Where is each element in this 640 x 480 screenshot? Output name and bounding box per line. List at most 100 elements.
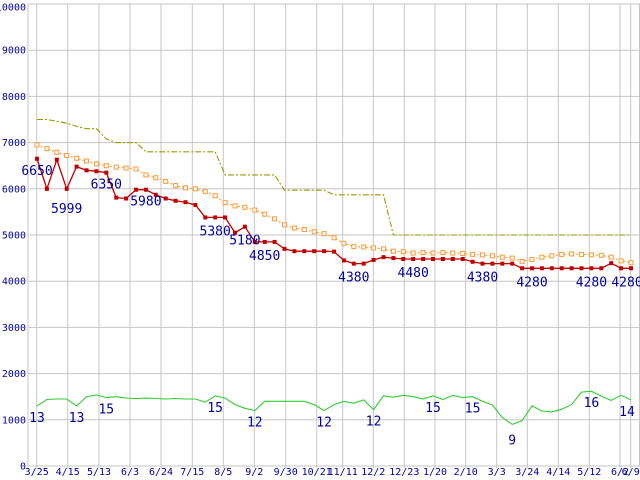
- data-point-marker: [510, 261, 515, 266]
- data-point-label: 15: [207, 401, 223, 416]
- data-point-marker: [588, 252, 594, 258]
- data-point-label: 15: [425, 401, 441, 416]
- data-point-marker: [54, 157, 59, 162]
- data-point-marker: [361, 261, 366, 266]
- data-point-marker: [401, 257, 406, 262]
- x-axis-tick-label: 2/10: [454, 467, 478, 478]
- data-point-marker: [351, 261, 356, 266]
- data-point-marker: [64, 153, 70, 159]
- y-axis-tick-label: 3000: [2, 323, 26, 334]
- x-axis-tick-label: 8/5: [214, 467, 232, 478]
- data-point-marker: [569, 251, 575, 257]
- data-point-label: 5380: [200, 224, 231, 239]
- data-point-marker: [252, 239, 257, 244]
- data-point-marker: [222, 200, 228, 206]
- data-point-marker: [123, 165, 129, 171]
- data-point-marker: [213, 215, 218, 220]
- data-point-marker: [520, 266, 525, 271]
- data-point-marker: [549, 266, 554, 271]
- data-point-marker: [361, 244, 367, 250]
- data-point-marker: [371, 245, 377, 251]
- y-axis-tick-label: 1000: [2, 415, 26, 426]
- data-point-marker: [64, 186, 69, 191]
- data-point-marker: [252, 207, 258, 213]
- shop-count-line: [36, 390, 632, 426]
- data-point-marker: [341, 240, 347, 246]
- x-axis-tick-label: 3/3: [488, 467, 506, 478]
- data-point-marker: [431, 257, 435, 262]
- data-point-label: 4380: [467, 271, 498, 286]
- data-point-label: 4280: [576, 275, 607, 290]
- data-point-marker: [470, 251, 476, 257]
- data-point-marker: [530, 266, 534, 271]
- data-point-marker: [103, 163, 109, 169]
- data-point-marker: [628, 260, 634, 266]
- data-point-marker: [411, 257, 416, 262]
- data-point-marker: [391, 256, 396, 261]
- x-axis-tick-label: 6/2: [611, 467, 629, 478]
- data-point-marker: [282, 222, 287, 228]
- x-axis-tick-label: 7/15: [180, 467, 204, 478]
- data-point-marker: [579, 266, 584, 271]
- data-point-marker: [202, 189, 208, 195]
- data-point-marker: [242, 204, 248, 210]
- data-point-marker: [35, 156, 39, 161]
- data-point-marker: [223, 215, 228, 220]
- data-point-marker: [598, 252, 604, 258]
- y-axis-tick-label: 9000: [2, 46, 26, 57]
- data-point-marker: [44, 146, 50, 152]
- data-point-label: 13: [29, 411, 45, 426]
- data-point-marker: [390, 248, 396, 254]
- data-point-marker: [124, 196, 129, 201]
- data-point-marker: [618, 258, 624, 264]
- x-axis-tick-label: 9/2: [245, 467, 263, 478]
- data-point-marker: [489, 253, 495, 259]
- data-point-label: 12: [366, 415, 382, 430]
- data-point-marker: [104, 170, 109, 175]
- x-axis-tick-label: 6/9: [622, 467, 640, 478]
- data-point-marker: [381, 246, 386, 252]
- data-point-marker: [460, 257, 465, 262]
- data-point-marker: [599, 266, 604, 271]
- data-point-marker: [84, 158, 89, 164]
- data-point-marker: [549, 253, 555, 259]
- data-point-label: 14: [619, 405, 635, 420]
- data-point-marker: [480, 252, 485, 258]
- data-point-marker: [470, 259, 475, 264]
- data-point-marker: [529, 256, 535, 262]
- data-point-marker: [272, 216, 278, 222]
- data-point-marker: [233, 230, 237, 235]
- data-point-label: 5999: [51, 202, 82, 217]
- highest-price-line: [37, 118, 631, 236]
- data-point-marker: [262, 211, 268, 217]
- data-point-marker: [450, 257, 455, 262]
- data-point-marker: [608, 254, 614, 260]
- data-point-label: 6650: [21, 164, 52, 179]
- data-point-marker: [321, 231, 327, 237]
- data-point-marker: [539, 254, 545, 260]
- data-point-marker: [499, 254, 505, 260]
- data-point-marker: [114, 195, 119, 200]
- data-point-label: 4850: [249, 249, 280, 264]
- x-axis-tick-label: 6/3: [121, 467, 139, 478]
- data-point-marker: [322, 249, 327, 254]
- data-point-marker: [302, 249, 307, 254]
- data-point-marker: [460, 250, 466, 256]
- data-point-marker: [480, 261, 485, 266]
- data-point-marker: [163, 178, 169, 184]
- y-axis-tick-label: 10000: [0, 3, 26, 14]
- data-point-marker: [519, 258, 525, 264]
- data-point-marker: [420, 250, 426, 256]
- data-point-marker: [609, 261, 614, 266]
- data-point-marker: [192, 186, 198, 192]
- x-axis-tick-label: 4/14: [546, 467, 570, 478]
- data-point-label: 9: [508, 433, 516, 448]
- x-axis-tick-label: 5/13: [87, 467, 111, 478]
- data-point-label: 4280: [611, 275, 640, 290]
- data-point-marker: [579, 251, 584, 257]
- data-point-marker: [183, 200, 188, 205]
- data-point-marker: [440, 250, 446, 256]
- x-axis-tick-label: 5/12: [577, 467, 601, 478]
- y-axis-tick-label: 2000: [2, 369, 26, 380]
